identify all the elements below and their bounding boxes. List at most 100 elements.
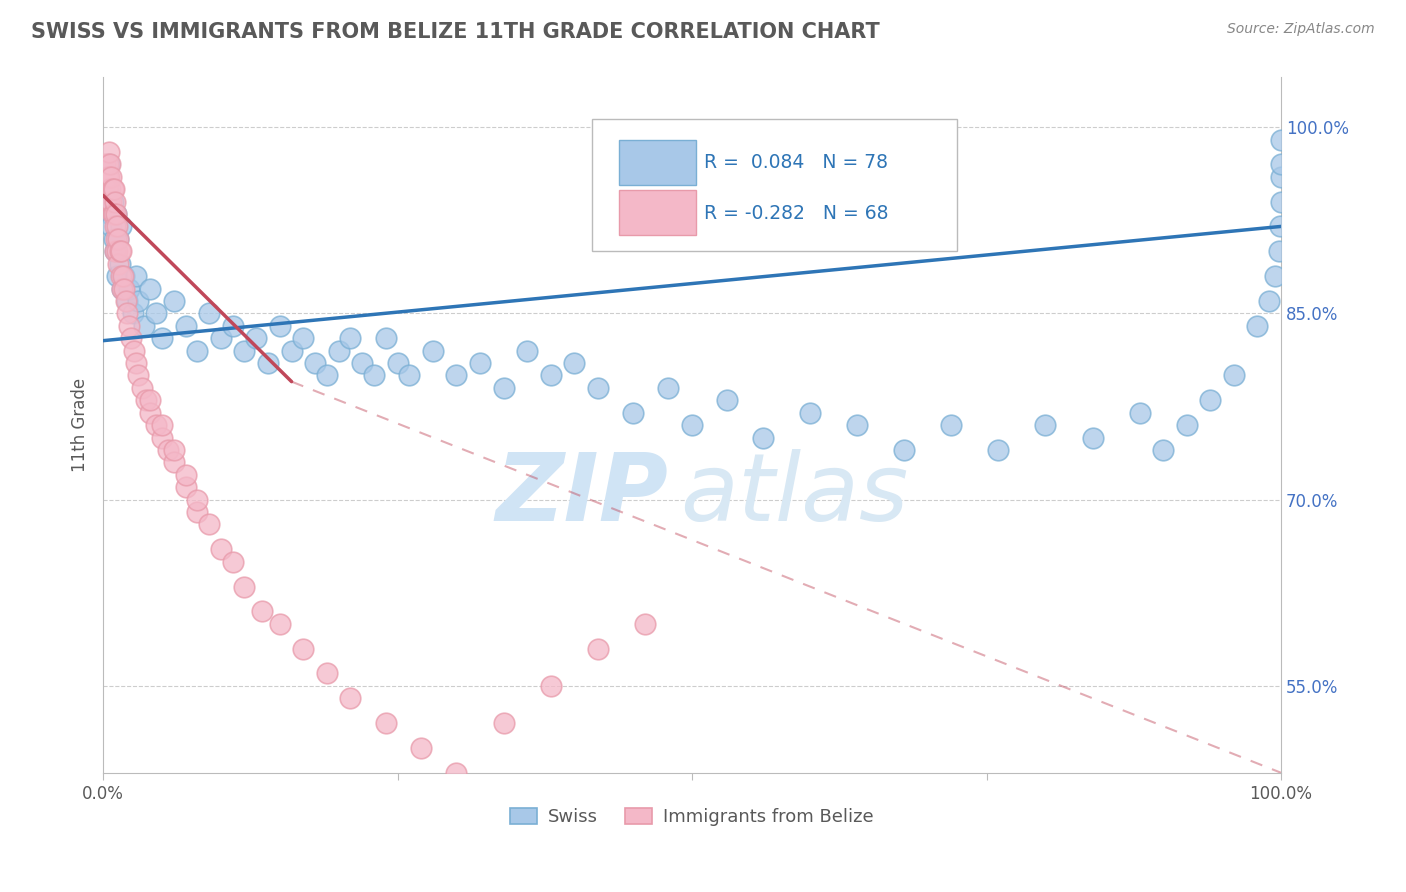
Point — [127, 368, 149, 383]
Point — [292, 641, 315, 656]
Point — [387, 356, 409, 370]
Point — [209, 331, 232, 345]
Point — [446, 368, 468, 383]
Point — [139, 393, 162, 408]
Point — [96, 169, 118, 184]
Point — [114, 293, 136, 308]
Point — [221, 318, 243, 333]
Point — [131, 381, 153, 395]
Point — [98, 194, 121, 209]
Point — [104, 244, 127, 259]
Point — [134, 318, 156, 333]
Point — [492, 716, 515, 731]
Point — [111, 281, 134, 295]
Point — [1081, 430, 1104, 444]
Text: atlas: atlas — [681, 450, 908, 541]
Point — [198, 306, 221, 320]
Point — [422, 343, 444, 358]
Point — [198, 517, 221, 532]
Point — [1129, 406, 1152, 420]
Point — [304, 356, 326, 370]
Point — [174, 318, 197, 333]
Point — [516, 343, 538, 358]
Point — [941, 418, 963, 433]
Point — [97, 169, 120, 184]
Point — [98, 207, 121, 221]
Point — [186, 505, 208, 519]
Point — [112, 281, 135, 295]
Point — [100, 194, 122, 209]
Point — [98, 169, 121, 184]
Point — [103, 232, 125, 246]
Point — [125, 269, 148, 284]
Point — [799, 406, 821, 420]
Point — [586, 641, 609, 656]
Point — [492, 381, 515, 395]
Point — [1270, 194, 1292, 209]
Point — [269, 318, 291, 333]
Point — [269, 616, 291, 631]
Point — [118, 281, 141, 295]
Point — [1270, 169, 1292, 184]
Point — [98, 182, 121, 196]
Point — [374, 716, 396, 731]
FancyBboxPatch shape — [619, 140, 696, 186]
Point — [115, 306, 138, 320]
Point — [468, 356, 491, 370]
Point — [1270, 157, 1292, 171]
Point — [150, 418, 173, 433]
Point — [105, 207, 128, 221]
Point — [1199, 393, 1222, 408]
Point — [221, 555, 243, 569]
Point — [621, 406, 644, 420]
Point — [135, 393, 157, 408]
Point — [1264, 269, 1286, 284]
Point — [127, 293, 149, 308]
Point — [104, 219, 127, 234]
Point — [105, 232, 128, 246]
Point — [98, 157, 121, 171]
Point — [105, 219, 128, 234]
Point — [186, 492, 208, 507]
Point — [316, 368, 339, 383]
Point — [96, 182, 118, 196]
Point — [100, 169, 122, 184]
Point — [94, 157, 117, 171]
Point — [103, 207, 125, 221]
Point — [174, 480, 197, 494]
Point — [163, 442, 186, 457]
Point — [112, 269, 135, 284]
Point — [112, 269, 135, 284]
Point — [987, 442, 1010, 457]
Point — [108, 244, 131, 259]
Point — [339, 331, 361, 345]
Point — [118, 318, 141, 333]
Point — [163, 293, 186, 308]
Point — [751, 430, 773, 444]
Point — [339, 691, 361, 706]
Point — [411, 740, 433, 755]
Point — [292, 331, 315, 345]
FancyBboxPatch shape — [619, 190, 696, 235]
Point — [845, 418, 868, 433]
Point — [540, 679, 562, 693]
Text: R = -0.282   N = 68: R = -0.282 N = 68 — [704, 203, 889, 222]
Point — [150, 430, 173, 444]
Point — [209, 542, 232, 557]
Point — [446, 765, 468, 780]
Point — [110, 219, 132, 234]
Point — [122, 343, 145, 358]
Point — [328, 343, 350, 358]
Y-axis label: 11th Grade: 11th Grade — [72, 378, 89, 472]
Point — [562, 356, 585, 370]
Point — [139, 406, 162, 420]
Point — [1258, 293, 1281, 308]
Point — [233, 343, 256, 358]
Point — [657, 381, 679, 395]
Point — [363, 368, 385, 383]
Point — [125, 356, 148, 370]
Point — [101, 194, 124, 209]
Point — [107, 232, 129, 246]
Point — [681, 418, 703, 433]
Point — [98, 157, 121, 171]
